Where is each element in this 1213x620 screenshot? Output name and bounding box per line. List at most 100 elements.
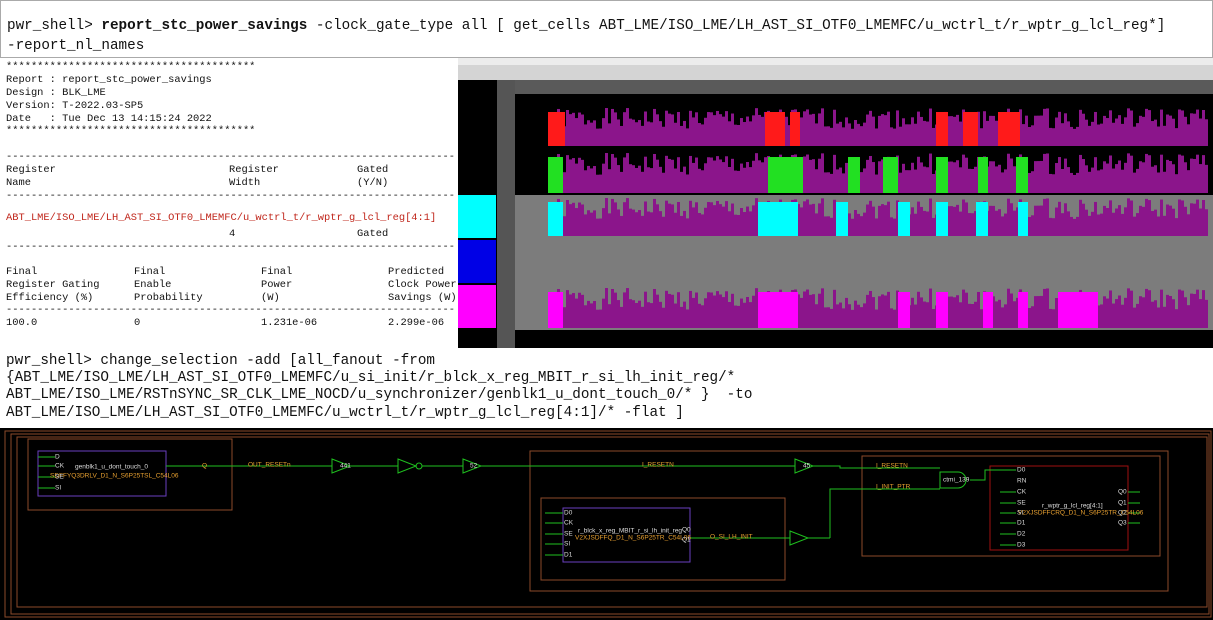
wave-activity — [863, 122, 866, 146]
wave-activity — [878, 115, 881, 146]
wave-activity — [1097, 170, 1100, 193]
wave-activity — [968, 303, 971, 328]
wave-activity — [1124, 207, 1127, 236]
wave-activity — [965, 202, 968, 236]
wave-activity — [707, 292, 710, 328]
wave-activity — [947, 161, 950, 193]
wave-activity — [575, 298, 578, 328]
header: Predicted — [388, 266, 445, 278]
wave-activity — [1010, 158, 1013, 193]
wave-activity — [1076, 172, 1079, 193]
wave-activity — [620, 125, 623, 146]
wave-activity — [986, 120, 989, 146]
wave-activity — [734, 124, 737, 146]
wave-activity — [1109, 290, 1112, 328]
wave-activity — [1166, 159, 1169, 193]
wave-activity — [995, 301, 998, 328]
wave-activity — [1112, 212, 1115, 236]
wave-activity — [905, 170, 908, 193]
wave-activity — [761, 162, 764, 193]
header: Width — [229, 177, 261, 189]
wave-activity — [1139, 205, 1142, 236]
wave-activity — [1082, 159, 1085, 193]
wave-activity — [1142, 297, 1145, 328]
wave-activity — [1145, 288, 1148, 328]
wave-activity — [1049, 308, 1052, 328]
wave-activity — [1115, 164, 1118, 193]
wave-activity — [926, 302, 929, 328]
wave-activity — [896, 290, 899, 328]
wave-activity — [656, 294, 659, 328]
wave-activity — [602, 118, 605, 146]
pin: D2 — [1017, 531, 1026, 538]
wave-activity — [1061, 168, 1064, 193]
wave-activity — [1130, 200, 1133, 236]
wave-activity — [854, 300, 857, 328]
wave-activity — [599, 218, 602, 236]
wave-activity — [725, 156, 728, 193]
wave-activity — [626, 108, 629, 146]
wave-activity — [641, 125, 644, 146]
wave-activity — [1160, 289, 1163, 328]
wave-activity — [647, 211, 650, 236]
wave-activity — [1106, 163, 1109, 193]
wave-activity — [674, 168, 677, 193]
wave-activity — [623, 157, 626, 193]
wave-activity — [575, 163, 578, 193]
wave-activity — [587, 300, 590, 328]
wave-activity — [584, 214, 587, 236]
wave-activity — [914, 169, 917, 193]
wave-activity — [800, 207, 803, 236]
wave-activity — [898, 292, 910, 328]
wave-activity — [860, 172, 863, 193]
wave-activity — [1058, 292, 1098, 328]
wave-activity — [790, 112, 800, 146]
wave-activity — [731, 203, 734, 236]
wave-activity — [1100, 169, 1103, 193]
wave-activity — [911, 117, 914, 146]
wave-activity — [647, 302, 650, 328]
wave-activity — [710, 112, 713, 146]
wave-activity — [765, 112, 785, 146]
wave-activity — [632, 209, 635, 236]
wave-activity — [1178, 109, 1181, 146]
wave-activity — [617, 119, 620, 146]
wave-activity — [887, 201, 890, 236]
wave-activity — [1190, 113, 1193, 146]
wave-activity — [1160, 109, 1163, 146]
wave-activity — [683, 120, 686, 146]
wave-activity — [854, 210, 857, 236]
wave-activity — [638, 165, 641, 193]
wave-activity — [1154, 209, 1157, 236]
wave-activity — [1148, 290, 1151, 328]
wave-activity — [677, 292, 680, 328]
wave-activity — [1154, 300, 1157, 328]
wave-activity — [1040, 115, 1043, 146]
wave-activity — [971, 213, 974, 236]
wave-activity — [860, 216, 863, 236]
wave-activity — [1049, 217, 1052, 236]
wave-activity — [1118, 115, 1121, 146]
wave-activity — [623, 112, 626, 146]
command-line: ABT_LME/ISO_LME/RSTnSYNC_SR_CLK_LME_NOCD… — [6, 387, 753, 403]
wave-activity — [866, 159, 869, 193]
time-ruler — [515, 80, 1213, 94]
wave-activity — [1151, 211, 1154, 236]
wave-activity — [1169, 115, 1172, 146]
wave-activity — [1034, 115, 1037, 146]
wave-activity — [1199, 299, 1202, 328]
pin: Q — [202, 463, 207, 470]
wave-activity — [752, 115, 755, 146]
wave-activity — [995, 210, 998, 236]
wave-activity — [716, 110, 719, 146]
wave-activity — [863, 212, 866, 236]
schematic: genblk1_u_dont_touch_0 SDFFYQ3DRLV_D1_N_… — [0, 428, 1213, 620]
wave-activity — [845, 117, 848, 146]
wave-activity — [818, 113, 821, 146]
wave-activity — [851, 309, 854, 328]
wave-activity — [989, 161, 992, 193]
waveform-viewer — [458, 58, 1213, 348]
wave-activity — [548, 202, 563, 236]
header: (W) — [261, 292, 280, 304]
wave-activity — [1148, 200, 1151, 236]
